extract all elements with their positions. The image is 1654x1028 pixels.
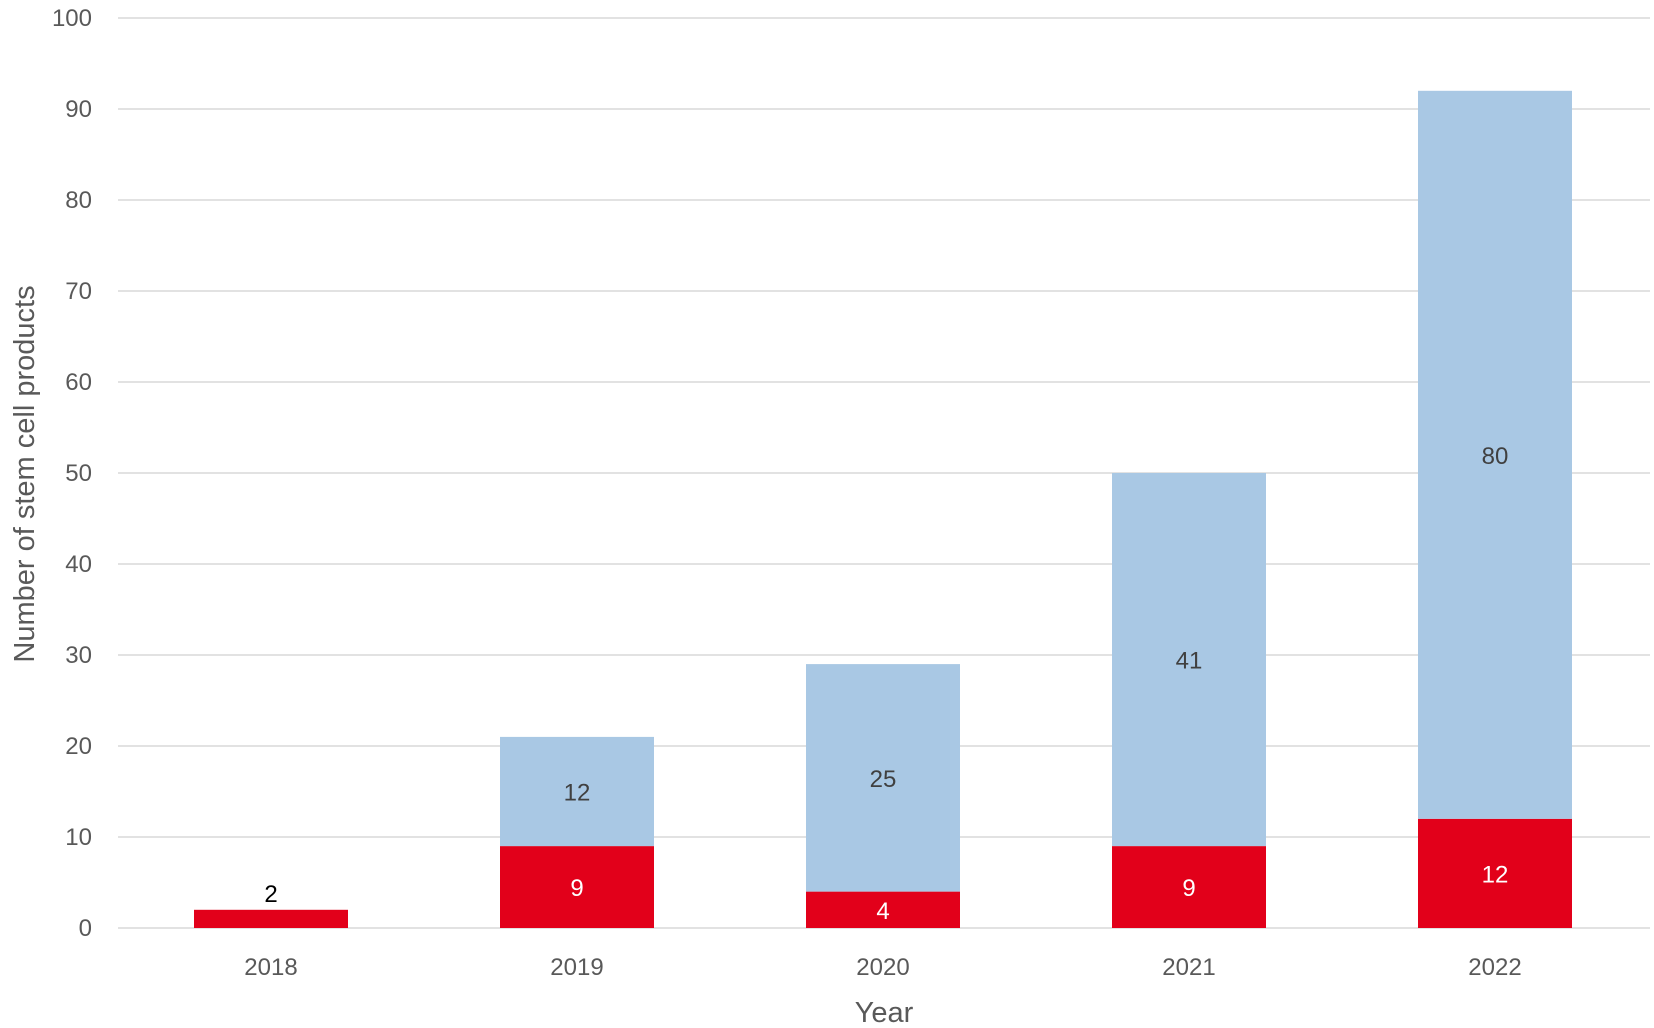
data-label: 9 — [570, 875, 583, 902]
x-tick-label: 2020 — [856, 954, 909, 981]
y-tick-label: 90 — [65, 96, 92, 123]
bar-segment — [1112, 473, 1266, 847]
y-tick-label: 80 — [65, 187, 92, 214]
data-label: 12 — [564, 780, 591, 807]
bar-segment — [1418, 818, 1572, 928]
y-tick-label: 10 — [65, 824, 92, 851]
bar-segment — [806, 664, 960, 892]
x-axis-tick-labels: 2018 2019 2020 2021 2022 — [244, 954, 1521, 981]
y-tick-label: 50 — [65, 460, 92, 487]
bar-segment — [500, 736, 654, 847]
data-labels: 2 9 12 4 25 9 41 12 80 — [264, 443, 1508, 925]
y-tick-label: 20 — [65, 733, 92, 760]
data-label: 4 — [876, 898, 889, 925]
bar-segment — [500, 846, 654, 928]
bar-segment — [1112, 846, 1266, 928]
data-label: 80 — [1482, 443, 1509, 470]
gridlines — [118, 17, 1650, 929]
x-axis-title: Year — [855, 997, 914, 1028]
y-axis-title: Number of stem cell products — [9, 285, 41, 662]
bar-segment — [194, 909, 348, 928]
y-tick-label: 30 — [65, 642, 92, 669]
y-tick-label: 70 — [65, 278, 92, 305]
data-label: 25 — [870, 766, 897, 793]
bar-segment — [806, 891, 960, 928]
x-tick-label: 2018 — [244, 954, 297, 981]
data-label: 41 — [1176, 648, 1203, 675]
y-tick-label: 60 — [65, 369, 92, 396]
y-tick-label: 0 — [79, 915, 92, 942]
bar-segment — [1418, 90, 1572, 819]
x-tick-label: 2022 — [1468, 954, 1521, 981]
x-tick-label: 2021 — [1162, 954, 1215, 981]
y-axis-tick-labels: 0 10 20 30 40 50 60 70 80 90 100 — [52, 5, 92, 942]
data-label: 9 — [1182, 875, 1195, 902]
data-label: 2 — [264, 881, 277, 908]
y-tick-label: 40 — [65, 551, 92, 578]
y-tick-label: 100 — [52, 5, 92, 32]
data-label: 12 — [1482, 861, 1509, 888]
x-tick-label: 2019 — [550, 954, 603, 981]
bars — [194, 90, 1572, 928]
